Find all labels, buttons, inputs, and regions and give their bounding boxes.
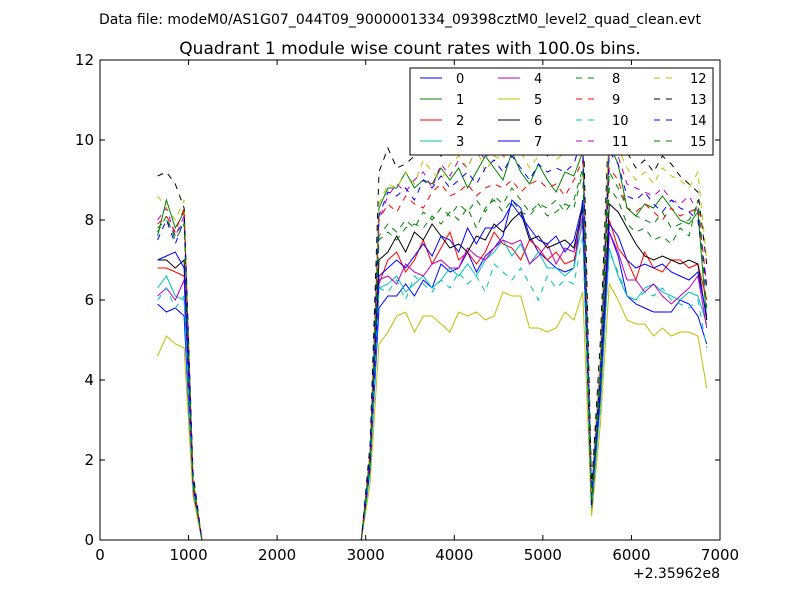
x-tick-label: 7000 xyxy=(701,546,739,564)
legend-box xyxy=(409,67,714,156)
legend-label-13: 13 xyxy=(690,93,707,108)
y-tick-label: 4 xyxy=(84,371,94,389)
legend-label-12: 12 xyxy=(690,72,707,87)
legend-label-11: 11 xyxy=(612,135,629,150)
series-line-5 xyxy=(157,282,708,540)
legend-label-3: 3 xyxy=(456,135,464,150)
series-line-7 xyxy=(157,203,708,540)
legend-label-9: 9 xyxy=(612,93,620,108)
legend-label-8: 8 xyxy=(612,72,620,87)
series-line-9 xyxy=(157,159,708,540)
legend-label-1: 1 xyxy=(456,93,464,108)
y-tick-label: 12 xyxy=(75,51,94,69)
x-tick-label: 2000 xyxy=(258,546,296,564)
x-tick-label: 0 xyxy=(95,546,105,564)
legend-label-2: 2 xyxy=(456,114,464,129)
series-line-10 xyxy=(157,235,708,540)
legend-label-4: 4 xyxy=(534,72,542,87)
legend-label-0: 0 xyxy=(456,72,464,87)
legend-label-10: 10 xyxy=(612,114,629,129)
x-tick-label: 3000 xyxy=(347,546,385,564)
y-tick-label: 6 xyxy=(84,291,94,309)
series-line-4 xyxy=(157,215,708,540)
series-line-6 xyxy=(157,202,708,540)
legend-label-6: 6 xyxy=(534,114,542,129)
series-line-12 xyxy=(157,115,708,540)
series-line-1 xyxy=(157,143,708,540)
series-line-2 xyxy=(157,219,708,540)
x-tick-label: 5000 xyxy=(524,546,562,564)
y-tick-label: 2 xyxy=(84,451,94,469)
x-axis-offset-label: +2.35962e8 xyxy=(633,566,720,582)
legend-label-5: 5 xyxy=(534,93,542,108)
series-line-3 xyxy=(157,219,708,540)
series-layer xyxy=(157,95,708,540)
legend-label-7: 7 xyxy=(534,135,542,150)
y-tick-label: 10 xyxy=(75,131,94,149)
series-line-0 xyxy=(157,199,708,540)
legend-label-15: 15 xyxy=(690,135,707,150)
y-tick-label: 8 xyxy=(84,211,94,229)
legend-label-14: 14 xyxy=(690,114,707,129)
x-tick-label: 1000 xyxy=(169,546,207,564)
data-file-suptitle: Data file: modeM0/AS1G07_044T09_90000013… xyxy=(99,12,701,28)
chart-title: Quadrant 1 module wise count rates with … xyxy=(179,39,640,59)
series-line-8 xyxy=(157,171,708,540)
y-tick-label: 0 xyxy=(84,531,94,549)
x-tick-label: 6000 xyxy=(612,546,650,564)
series-line-13 xyxy=(157,95,708,540)
series-line-15 xyxy=(157,167,708,540)
series-line-14 xyxy=(157,135,708,540)
x-tick-label: 4000 xyxy=(435,546,473,564)
